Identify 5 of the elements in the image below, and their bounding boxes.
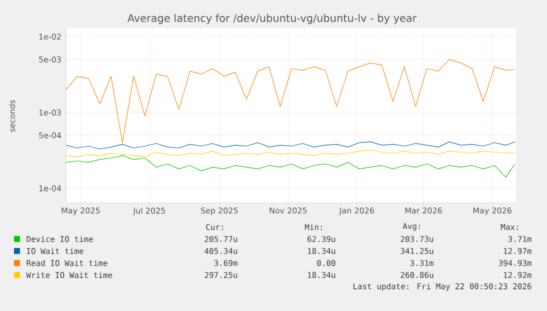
line-series — [66, 142, 516, 150]
chart-title: Average latency for /dev/ubuntu-vg/ubuntu-lv - by year — [127, 14, 417, 24]
line-series — [66, 150, 516, 158]
line-series — [66, 155, 516, 178]
line-series — [66, 59, 516, 143]
